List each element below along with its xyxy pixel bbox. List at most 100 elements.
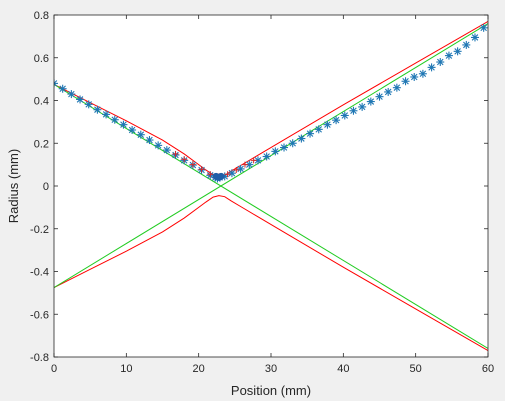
- asterisk-stroke: [289, 139, 296, 147]
- data-point-dot: [217, 172, 225, 180]
- x-tick-label: 40: [337, 363, 349, 375]
- data-point-asterisk: [110, 115, 119, 124]
- asterisk-stroke: [137, 131, 145, 138]
- data-point-plus: [189, 161, 196, 168]
- data-point-asterisk: [436, 58, 445, 67]
- asterisk-stroke: [111, 116, 119, 124]
- data-point-asterisk: [227, 169, 236, 178]
- data-point-asterisk: [297, 134, 306, 143]
- asterisk-stroke: [419, 70, 427, 78]
- y-tick-label: -0.2: [30, 224, 49, 236]
- asterisk-stroke: [94, 106, 101, 113]
- y-tick-label: -0.6: [30, 309, 49, 321]
- asterisk-stroke: [471, 34, 479, 41]
- asterisk-stroke: [237, 165, 244, 173]
- data-point-asterisk: [340, 111, 349, 120]
- asterisk-stroke: [254, 157, 262, 164]
- x-tick-label: 0: [51, 363, 57, 375]
- data-point-asterisk: [410, 72, 419, 81]
- asterisk-stroke: [376, 93, 383, 100]
- data-point-plus: [233, 166, 240, 173]
- asterisk-stroke: [228, 169, 236, 177]
- data-point-asterisk: [288, 139, 297, 148]
- asterisk-stroke: [59, 85, 66, 93]
- asterisk-stroke: [315, 126, 323, 133]
- data-point-asterisk: [462, 40, 471, 49]
- asterisk-stroke: [298, 135, 305, 142]
- data-point-asterisk: [384, 87, 393, 96]
- data-point-asterisk: [136, 130, 145, 139]
- data-point-plus: [224, 171, 231, 178]
- asterisk-stroke: [463, 41, 470, 49]
- asterisk-stroke: [367, 98, 375, 105]
- data-point-asterisk: [427, 63, 436, 72]
- asterisk-stroke: [358, 103, 366, 111]
- asterisk-stroke: [324, 121, 331, 128]
- data-point-asterisk: [54, 79, 58, 88]
- data-point-asterisk: [119, 120, 128, 129]
- asterisk-stroke: [54, 80, 58, 85]
- data-point-asterisk: [262, 152, 271, 161]
- data-point-asterisk: [271, 147, 280, 156]
- data-point-asterisk: [401, 77, 410, 86]
- x-tick-label: 30: [265, 363, 277, 375]
- series-group: [54, 20, 488, 352]
- data-point-asterisk: [314, 125, 323, 134]
- data-point-asterisk: [128, 125, 137, 134]
- data-point-asterisk: [154, 141, 163, 150]
- y-tick-label: -0.8: [30, 352, 49, 364]
- axes-layer: 0 10 20 30 40 50 60 -0.8 -0.6 -0.4 -0.2 0 0.2 0.4 0.6 0…: [30, 10, 494, 375]
- data-point-plus: [241, 161, 248, 168]
- asterisk-stroke: [350, 107, 357, 115]
- asterisk-stroke: [480, 24, 487, 32]
- asterisk-stroke: [341, 112, 349, 119]
- data-point-asterisk: [84, 100, 93, 109]
- data-point-asterisk: [93, 105, 102, 114]
- y-tick-label: -0.4: [30, 267, 49, 279]
- data-point-asterisk: [236, 164, 245, 173]
- y-tick-label: 0.2: [34, 138, 49, 150]
- data-point-asterisk: [453, 47, 462, 56]
- x-tick-label: 10: [120, 363, 132, 375]
- data-point-plus: [250, 157, 257, 164]
- data-point-asterisk: [470, 33, 479, 42]
- asterisk-stroke: [263, 153, 270, 160]
- data-point-asterisk: [76, 95, 85, 104]
- data-point-asterisk: [349, 106, 358, 115]
- data-point-asterisk: [392, 83, 401, 92]
- y-tick-label: 0.8: [34, 10, 49, 22]
- data-point-asterisk: [366, 97, 375, 106]
- asterisk-stroke: [54, 82, 58, 87]
- x-tick-label: 50: [410, 363, 422, 375]
- data-point-asterisk: [280, 143, 289, 152]
- y-axis-label: Radius (mm): [6, 149, 21, 223]
- asterisk-stroke: [393, 84, 401, 91]
- data-point-asterisk: [358, 102, 367, 111]
- asterisk-stroke: [163, 146, 171, 154]
- y-tick-label: 0.6: [34, 53, 49, 65]
- asterisk-stroke: [436, 58, 444, 66]
- data-point-asterisk: [145, 136, 154, 145]
- asterisk-stroke: [154, 142, 162, 149]
- series-line-asymptote-2: [54, 84, 488, 349]
- x-axis-label: Position (mm): [231, 383, 311, 398]
- asterisk-stroke: [272, 148, 279, 155]
- asterisk-stroke: [410, 73, 418, 81]
- asterisk-stroke: [306, 130, 314, 137]
- asterisk-stroke: [428, 64, 435, 71]
- data-point-asterisk: [102, 110, 111, 119]
- series-layer: [54, 20, 488, 352]
- asterisk-stroke: [85, 101, 92, 108]
- asterisk-stroke: [384, 88, 392, 96]
- data-point-plus: [181, 156, 188, 163]
- y-tick-label: 0.4: [34, 96, 49, 108]
- asterisk-stroke: [280, 144, 288, 151]
- data-point-asterisk: [162, 146, 171, 155]
- data-point-plus: [172, 150, 179, 157]
- data-point-asterisk: [67, 90, 76, 99]
- asterisk-stroke: [120, 121, 127, 128]
- x-tick-label: 20: [193, 363, 205, 375]
- data-point-plus: [207, 171, 214, 178]
- series-line-asymptote-1: [54, 23, 488, 288]
